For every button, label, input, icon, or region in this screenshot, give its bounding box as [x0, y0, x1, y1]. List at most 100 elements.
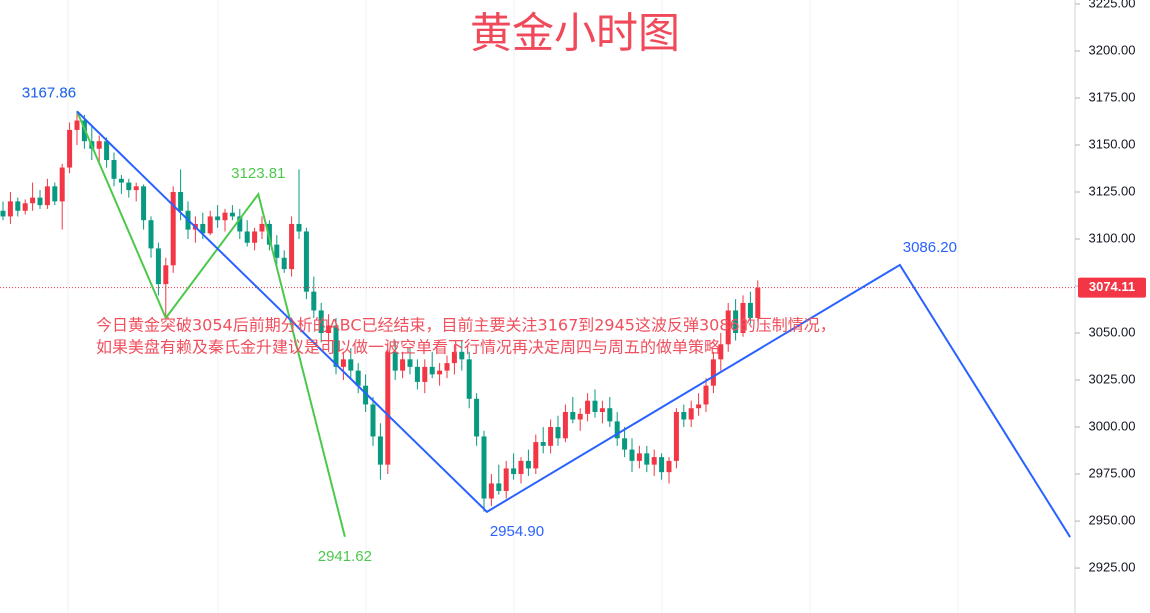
y-tick-label: 3175.00 — [1089, 89, 1136, 104]
candle-body — [303, 231, 309, 292]
candle-body — [407, 359, 413, 367]
y-tick-label: 3125.00 — [1089, 183, 1136, 198]
candle-body — [629, 449, 635, 461]
candle-body — [622, 438, 628, 450]
candle-body — [614, 421, 620, 439]
candle-body — [311, 291, 317, 311]
y-tick-label: 3200.00 — [1089, 42, 1136, 57]
candle-body — [511, 468, 517, 475]
candle-body — [52, 186, 58, 202]
candle-body — [651, 457, 657, 465]
candle-body — [429, 366, 435, 375]
candle-body — [755, 287, 761, 318]
candle-body — [562, 411, 568, 439]
candle-body — [215, 216, 221, 221]
candle-body — [30, 197, 36, 204]
candle-body — [466, 359, 472, 399]
candle-body — [318, 310, 324, 334]
wave-line — [76, 110, 346, 538]
candle-body — [363, 385, 369, 405]
y-tick-label: 2925.00 — [1089, 559, 1136, 574]
candle-body — [681, 411, 687, 420]
candle-body — [0, 210, 6, 217]
candle-body — [474, 398, 480, 437]
y-tick-label: 3225.00 — [1089, 0, 1136, 10]
candle-body — [740, 302, 746, 334]
candle-body — [252, 231, 258, 243]
candle-body — [422, 366, 428, 382]
candle-body — [636, 453, 642, 461]
candle-body — [148, 220, 154, 249]
candle-body — [577, 413, 583, 420]
candle-body — [570, 411, 576, 420]
candle-body — [533, 442, 539, 469]
candle-body — [385, 351, 391, 465]
candle-body — [644, 453, 650, 465]
candle-body — [659, 457, 665, 473]
candle-body — [163, 265, 169, 285]
candle-body — [229, 212, 235, 217]
candle-body — [222, 212, 228, 221]
candle-body — [696, 404, 702, 409]
candle-body — [289, 223, 295, 270]
wave-label: 3123.81 — [231, 165, 285, 182]
candle-body — [207, 216, 213, 234]
candle-body — [392, 351, 398, 371]
candle-body — [141, 186, 147, 221]
candle-body — [481, 436, 487, 499]
candle-body — [710, 359, 716, 386]
y-tick-label: 2975.00 — [1089, 465, 1136, 480]
annotation: 今日黄金突破3054后前期分析的ABC已经结束，目前主要关注3167到2945这… — [96, 316, 836, 335]
candle-body — [503, 468, 509, 491]
candle-body — [444, 363, 450, 371]
wave-label: 3167.86 — [22, 84, 76, 101]
candle-body — [437, 370, 443, 375]
candle-body — [133, 186, 139, 191]
candle-body — [15, 201, 21, 211]
candle-body — [518, 460, 524, 475]
candle-body — [451, 351, 457, 364]
candle-body — [22, 203, 28, 211]
candle-body — [747, 302, 753, 318]
candle-body — [67, 129, 73, 168]
candle-body — [718, 344, 724, 360]
wave-label: 3167.86 — [22, 84, 76, 101]
candle-body — [666, 460, 672, 473]
candle-body — [104, 141, 110, 161]
candle-body — [244, 231, 250, 243]
candle-body — [96, 141, 102, 149]
candle-body — [607, 408, 613, 422]
candle-body — [37, 197, 43, 206]
candle-body — [200, 223, 206, 234]
wave-label: 3086.20 — [903, 239, 957, 256]
wave-line — [76, 110, 1071, 538]
y-tick-label: 3150.00 — [1089, 136, 1136, 151]
candle-body — [585, 400, 591, 414]
y-tick-label: 3100.00 — [1089, 230, 1136, 245]
candle-body — [155, 248, 161, 285]
candle-body — [370, 404, 376, 437]
candle-body — [459, 351, 465, 360]
candle-body — [348, 359, 354, 371]
y-tick-label: 3025.00 — [1089, 371, 1136, 386]
candle-body — [59, 167, 65, 202]
candle-body — [333, 325, 339, 367]
candle-body — [599, 408, 605, 412]
x-grid — [67, 0, 959, 613]
candle-body — [74, 120, 80, 130]
candle-body — [111, 160, 117, 179]
candle-body — [259, 223, 265, 232]
candle-body — [400, 359, 406, 371]
last-price-box — [1078, 277, 1146, 298]
candle-body — [496, 483, 502, 491]
candle-body — [414, 366, 420, 382]
candle-body — [118, 178, 124, 183]
candle-body — [170, 191, 176, 266]
candle-body — [725, 310, 731, 345]
candle-body — [688, 408, 694, 420]
candle-body — [7, 201, 13, 217]
candle-body — [281, 257, 287, 270]
candle-body — [44, 186, 50, 206]
